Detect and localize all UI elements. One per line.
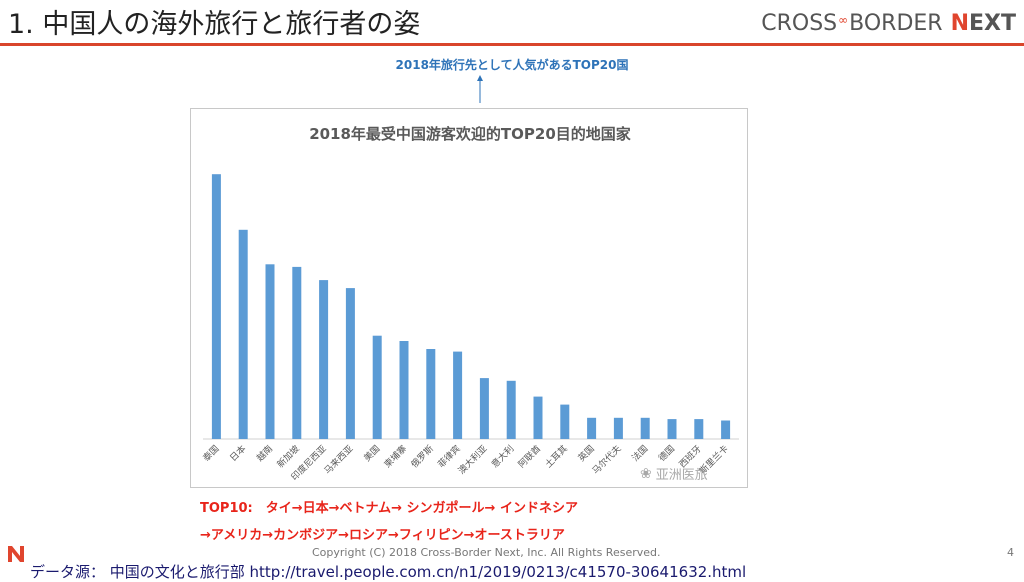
bar-11 xyxy=(479,378,489,439)
bar-7 xyxy=(372,335,382,439)
top10-line-1: TOP10: タイ→日本→ベトナム→ シンガポール→ インドネシア xyxy=(200,501,578,516)
bar-17 xyxy=(640,417,650,439)
x-tick-label-15: 英国 xyxy=(575,443,596,464)
x-tick-label-1: 泰国 xyxy=(200,443,221,464)
x-tick-label-3: 越南 xyxy=(254,443,275,464)
chart-callout: 2018年旅行先として人気があるTOP20国 xyxy=(395,58,629,72)
x-tick-label-9: 俄罗斯 xyxy=(408,443,436,471)
x-tick-label-13: 阿联酋 xyxy=(516,443,544,471)
bar-13 xyxy=(533,396,543,439)
chart-frame: 2018年最受中国游客欢迎的TOP20目的地国家 泰国 日本 越南 新加坡 印度尼西亚 马来… xyxy=(190,108,748,488)
arrow-up-icon xyxy=(477,75,483,103)
watermark-text: 亚洲医旅 xyxy=(655,468,708,483)
logo-border: BORDER xyxy=(849,10,943,36)
x-tick-label-4: 新加坡 xyxy=(274,443,302,471)
bar-6 xyxy=(345,288,355,439)
logo-next-rest: EXT xyxy=(969,10,1016,36)
bar-14 xyxy=(560,404,570,439)
bar-1 xyxy=(211,174,221,439)
top10-line-2: →アメリカ→カンボジア→ロシア→フィリピン→オーストラリア xyxy=(200,528,565,543)
x-tick-label-2: 日本 xyxy=(227,443,248,464)
logo-infinity: ∞ xyxy=(838,13,849,27)
slide-title: 1. 中国人の海外旅行と旅行者の姿 xyxy=(8,9,421,40)
x-tick-label-16: 马尔代夫 xyxy=(590,443,624,477)
bar-15 xyxy=(587,417,597,439)
x-tick-label-11: 澳大利亚 xyxy=(456,443,490,477)
bar-8 xyxy=(399,341,409,439)
logo-cross: CROSS xyxy=(761,10,838,36)
x-tick-label-6: 马来西亚 xyxy=(322,443,355,476)
x-tick-label-12: 意大利 xyxy=(489,443,517,471)
copyright-text: Copyright (C) 2018 Cross-Border Next, In… xyxy=(312,546,661,559)
logo-next-n: N xyxy=(950,10,969,36)
x-tick-label-17: 法国 xyxy=(629,443,650,464)
cross-border-next-logo: CROSS ∞ BORDER N EXT xyxy=(761,8,1016,38)
bar-4 xyxy=(292,266,302,439)
bar-16 xyxy=(613,417,623,439)
bar-20 xyxy=(721,420,731,439)
x-tick-label-18: 德国 xyxy=(656,443,677,464)
x-tick-label-10: 菲律宾 xyxy=(435,443,463,471)
bar-10 xyxy=(453,351,463,439)
bar-2 xyxy=(238,229,248,439)
wechat-icon: ❀ xyxy=(640,465,652,482)
bar-12 xyxy=(506,380,516,439)
bar-5 xyxy=(319,280,329,439)
data-source: データ源： 中国の文化と旅行部 http://travel.people.com… xyxy=(30,563,747,581)
bar-9 xyxy=(426,349,436,439)
bar-19 xyxy=(694,419,704,439)
bar-3 xyxy=(265,264,275,439)
title-divider xyxy=(0,43,1024,46)
x-tick-label-7: 美国 xyxy=(361,443,382,464)
next-n-logo-icon xyxy=(8,546,24,562)
watermark: ❀ 亚洲医旅 xyxy=(640,464,708,484)
bar-18 xyxy=(667,419,677,439)
x-tick-label-14: 土耳其 xyxy=(542,443,570,471)
x-tick-label-8: 柬埔寨 xyxy=(382,443,410,471)
chart-title: 2018年最受中国游客欢迎的TOP20目的地国家 xyxy=(309,125,631,143)
page-number: 4 xyxy=(1007,546,1014,559)
